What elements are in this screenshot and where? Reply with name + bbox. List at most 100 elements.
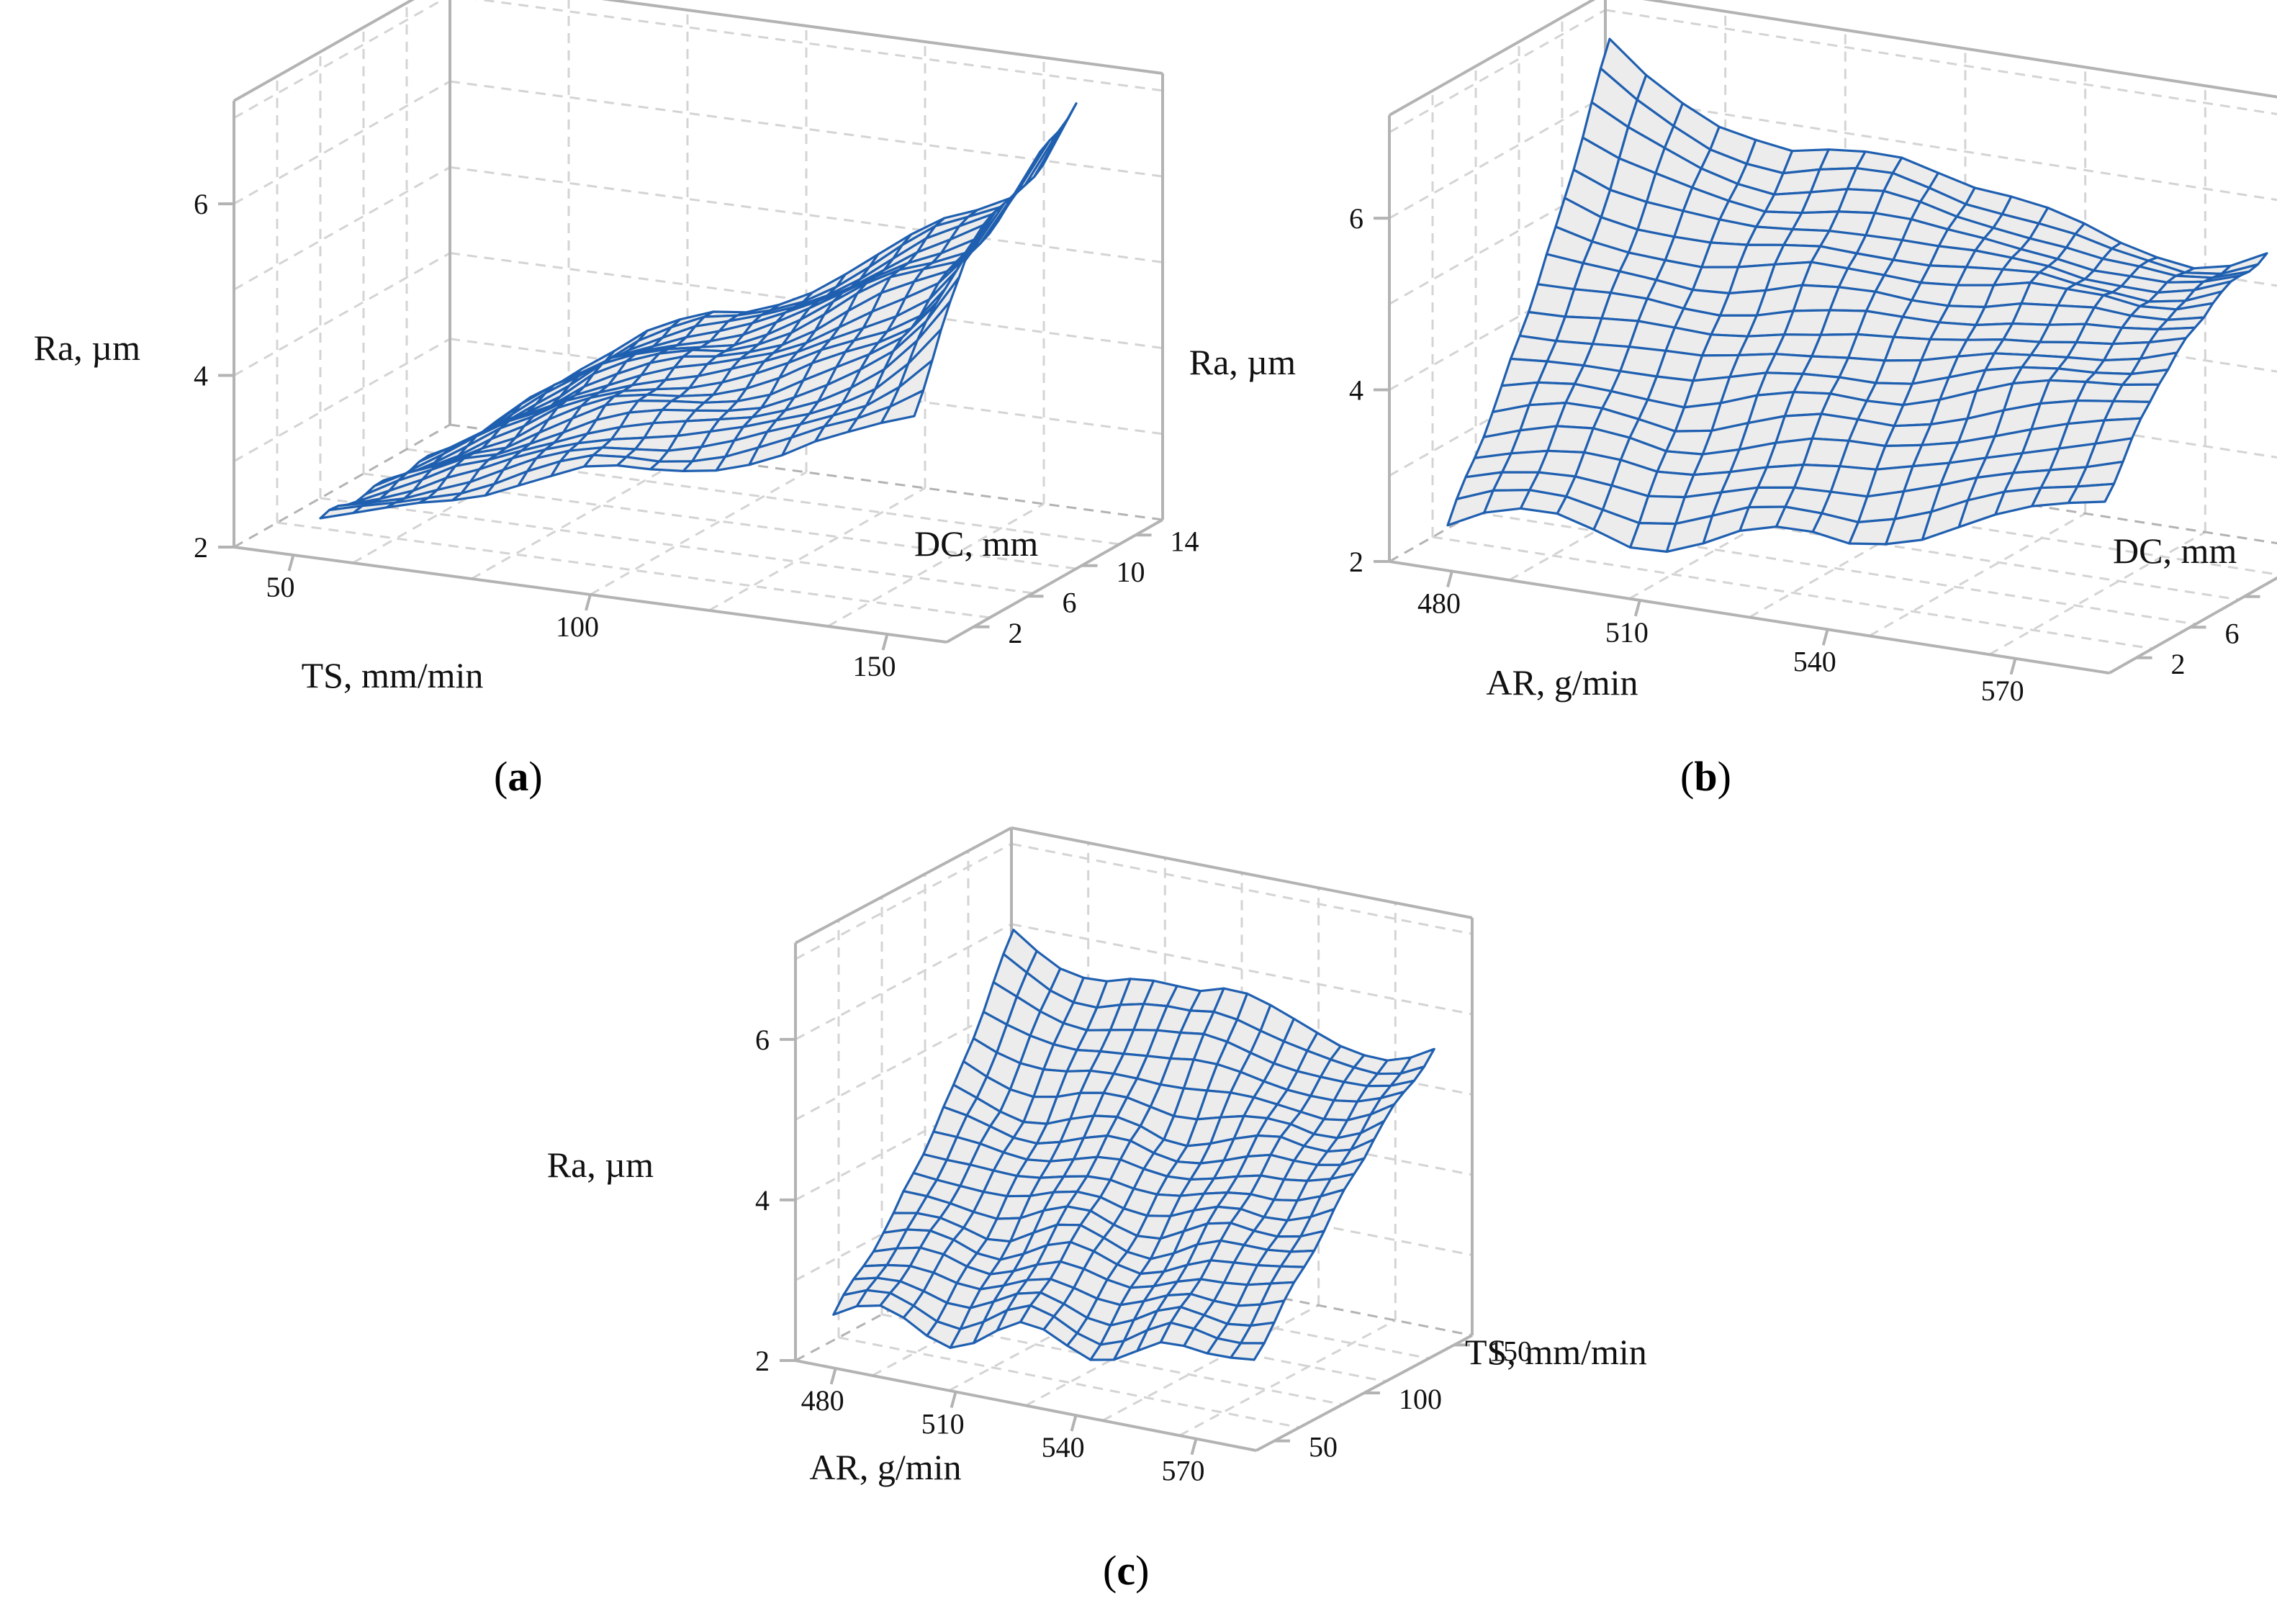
x-axis-label: AR, g/min	[1486, 662, 1638, 703]
surface-cell	[2067, 482, 2116, 505]
x-tick	[881, 633, 889, 651]
axis-line	[600, 0, 1163, 75]
x-tick-label: 510	[1605, 616, 1649, 649]
grid-line	[474, 0, 1163, 92]
grid-line	[276, 521, 991, 619]
z-tick-label: 4	[1349, 374, 1363, 407]
axis-line-x	[1389, 560, 2110, 675]
z-tick-label: 2	[1349, 546, 1363, 578]
grid-line	[1868, 513, 2086, 637]
grid-line	[795, 1083, 1012, 1201]
grid-line	[233, 166, 451, 291]
axis-line	[1011, 826, 1473, 919]
grid-line	[233, 80, 451, 205]
x-tick-label: 570	[1981, 675, 2024, 707]
x-tick	[585, 594, 592, 611]
x-tick	[829, 1368, 837, 1385]
grid-line	[1011, 923, 1473, 1016]
x-axis-label: TS, mm/min	[302, 655, 484, 695]
grid-line	[233, 338, 451, 463]
grid-line	[352, 439, 569, 564]
y-axis-label: DC, mm	[2113, 531, 2237, 571]
y-tick-label: 100	[1399, 1383, 1442, 1415]
grid-line	[1101, 1304, 1320, 1422]
z-tick-label: 2	[194, 531, 208, 564]
x-tick-label: 540	[1042, 1431, 1085, 1463]
grid-line	[449, 80, 1163, 178]
y-tick-label: 2	[2171, 648, 2186, 680]
z-axis-label: Ra, µm	[547, 1145, 654, 1185]
grid-line	[1749, 494, 1966, 618]
grid-line	[233, 0, 445, 119]
surface-cell	[880, 389, 925, 425]
axis-line	[1642, 0, 2277, 99]
grid-line	[1605, 94, 2277, 202]
z-axis-label: Ra, µm	[1189, 342, 1296, 382]
x-tick	[2009, 658, 2017, 675]
caption-b: (b)	[1680, 753, 1731, 800]
grid-line	[471, 455, 688, 580]
z-tick-label: 2	[755, 1345, 770, 1377]
grid-line	[449, 166, 1163, 263]
z-tick-label: 6	[755, 1024, 770, 1056]
grid-line	[1389, 94, 1606, 220]
grid-line	[838, 1336, 1300, 1429]
x-tick-label: 150	[853, 650, 896, 682]
axis-line	[233, 423, 451, 549]
grid-line	[795, 923, 1012, 1041]
grid-line	[1389, 181, 1606, 305]
surface-cell	[2103, 400, 2152, 422]
surface-mesh	[1446, 37, 2268, 554]
x-tick-label: 540	[1793, 645, 1836, 677]
axis-line	[233, 0, 415, 102]
y-axis-label: TS, mm/min	[1465, 1332, 1647, 1372]
grid-line	[795, 1003, 1012, 1121]
y-tick-label: 6	[2225, 617, 2240, 649]
surface-cell	[1230, 1342, 1266, 1361]
x-tick	[1633, 600, 1641, 617]
caption-c: (c)	[1103, 1547, 1150, 1594]
chart-c: 2 4 6 480 510 540 570 50 100 150 Ra, µm AR, g/min TS…	[547, 826, 1647, 1487]
y-tick-label: 6	[1063, 586, 1077, 618]
x-tick-label: 480	[1417, 587, 1461, 619]
grid-line	[795, 842, 1012, 960]
surface-cell	[2112, 383, 2160, 404]
chart-a: 2 4 6 50 100 150 2 6 10 14 Ra, µm TS, mm/min DC, mm	[34, 0, 1199, 695]
y-tick-label: 150	[1489, 1335, 1532, 1367]
x-tick-label: 100	[556, 610, 599, 643]
surface-mesh	[319, 102, 1078, 520]
x-tick	[287, 554, 295, 572]
z-axis-label: Ra, µm	[34, 328, 140, 368]
y-axis-label: DC, mm	[914, 523, 1038, 564]
x-tick	[1070, 1415, 1078, 1432]
y-tick-label: 50	[1309, 1431, 1338, 1463]
z-tick-label: 4	[194, 360, 208, 392]
x-tick-label: 510	[921, 1407, 965, 1440]
grid-line	[1389, 266, 1606, 391]
x-tick-label: 570	[1162, 1455, 1205, 1487]
grid-line	[1432, 536, 2153, 650]
x-tick-label: 50	[266, 571, 295, 603]
axis-line-y	[2109, 576, 2277, 675]
caption-a: (a)	[494, 753, 543, 800]
x-tick	[950, 1391, 957, 1409]
x-tick	[1821, 628, 1829, 646]
grid-line	[1988, 531, 2206, 656]
grid-line	[708, 487, 926, 612]
y-tick-label: 2	[1009, 617, 1023, 649]
axis-line-x	[795, 1359, 1257, 1452]
x-axis-label: AR, g/min	[809, 1447, 961, 1487]
axis-line	[1389, 0, 1596, 117]
grid-line	[1628, 475, 1847, 600]
grid-line	[233, 252, 451, 376]
surface-mesh	[832, 929, 1435, 1361]
grid-line	[1178, 1319, 1397, 1437]
z-tick-label: 4	[755, 1184, 770, 1217]
x-tick	[1190, 1438, 1198, 1456]
axis-line	[795, 826, 1012, 944]
z-tick-label: 6	[194, 188, 208, 220]
grid-line	[1605, 9, 2277, 115]
y-tick-label: 14	[1171, 525, 1199, 557]
